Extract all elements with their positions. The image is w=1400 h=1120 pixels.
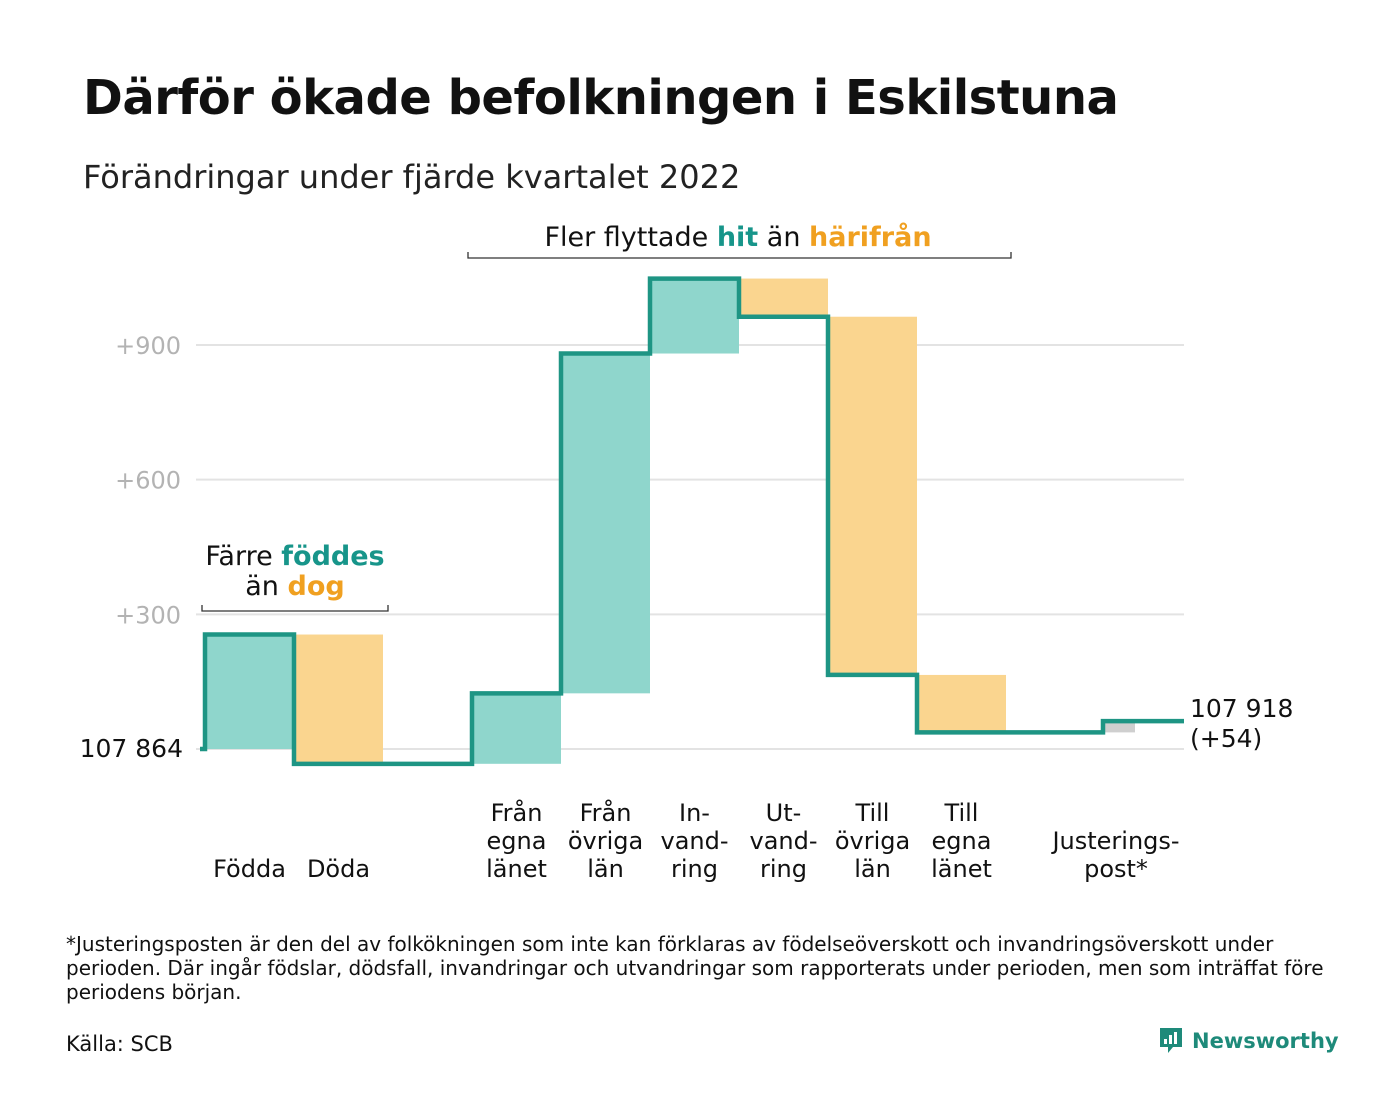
x-category-label: egna [932,827,992,855]
moves-bracket [467,252,1012,259]
births-bracket [201,605,389,612]
waterfall-bar [1103,721,1135,733]
x-category-label: vand- [749,827,817,855]
births-annotation-line1: Färre föddes [205,541,384,572]
cumulative-step-line [200,276,1184,767]
x-category-label: vand- [660,827,728,855]
waterfall-bar [739,278,828,317]
x-category-label: Till [944,799,979,827]
x-category-label: ring [671,855,718,883]
brand-name: Newsworthy [1192,1029,1339,1053]
x-category-label: Till [855,799,890,827]
newsworthy-logo: Newsworthy [1158,1026,1339,1056]
source-note: Källa: SCB [66,1032,173,1056]
x-category-label: Döda [307,855,370,883]
waterfall-bar [650,278,739,354]
x-category-label: post* [1084,855,1148,883]
y-tick-label: +300 [115,601,181,629]
x-category-label: Justerings- [1050,827,1179,855]
x-category-label: län [587,855,624,883]
x-category-label: Födda [213,855,286,883]
chart-title: Därför ökade befolkningen i Eskilstuna [83,70,1119,126]
x-category-label: ring [760,855,807,883]
x-category-label: In- [679,799,710,827]
waterfall-bar [917,674,1006,733]
x-category-label: egna [487,827,547,855]
waterfall-bar [205,634,294,749]
footnote: *Justeringsposten är den del av folkökni… [66,932,1324,1004]
x-category-label: övriga [835,827,910,855]
x-category-label: länet [486,855,547,883]
waterfall-chart: +300 +600 +900 107 864 107 918(+54) Födda Döda… [80,221,1294,883]
waterfall-bar [294,634,383,764]
x-category-label: länet [931,855,992,883]
start-value-label: 107 864 [80,734,183,763]
births-annotation-line2: än dog [245,571,344,602]
waterfall-bar [828,316,917,675]
moves-annotation: Fler flyttade hit än härifrån [544,221,931,253]
x-category-label: län [854,855,891,883]
end-value-label: 107 918 [1190,694,1293,723]
y-tick-label: +600 [115,467,181,495]
end-change-label: (+54) [1190,724,1262,753]
waterfall-bar [472,693,561,764]
x-category-label: Från [491,798,543,827]
waterfall-bar [561,353,650,694]
y-tick-label: +900 [115,332,181,360]
newsworthy-logo-icon [1160,1028,1182,1053]
x-category-label: Ut- [766,799,802,827]
x-category-label: Från [580,798,632,827]
chart-subtitle: Förändringar under fjärde kvartalet 2022 [83,158,741,196]
x-category-label: övriga [568,827,643,855]
